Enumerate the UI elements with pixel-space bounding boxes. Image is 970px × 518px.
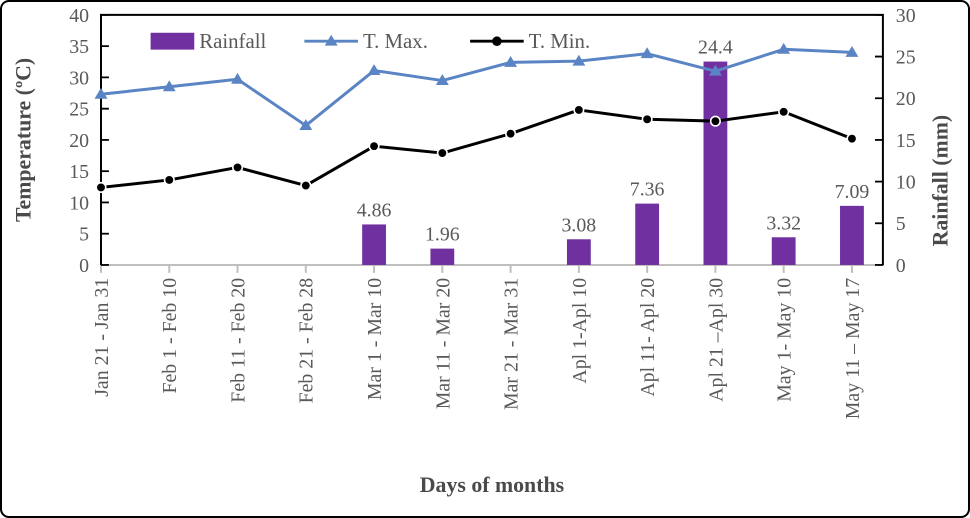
x-axis-label: May 11 – May 17 bbox=[842, 278, 864, 419]
x-axis-label: Mar 21 - Mar 31 bbox=[501, 278, 523, 410]
x-axis-label: Apl 21 –Apl 30 bbox=[705, 278, 727, 402]
x-axis-label: May 1- May 10 bbox=[774, 278, 796, 402]
bar-value-label: 24.4 bbox=[698, 37, 733, 59]
t-max-marker bbox=[572, 54, 586, 66]
left-axis-tick-label: 40 bbox=[69, 5, 89, 27]
t-max-marker bbox=[94, 87, 108, 99]
left-axis-tick-label: 0 bbox=[79, 255, 89, 277]
t-minline bbox=[100, 108, 853, 189]
right-axis-tick-label: 15 bbox=[896, 130, 916, 152]
t-max-marker bbox=[845, 45, 859, 57]
t-min-marker bbox=[300, 180, 312, 192]
x-axis-title: Days of months bbox=[420, 473, 564, 497]
x-axis-label: Apl 1-Apl 10 bbox=[569, 278, 591, 384]
t-max-marker bbox=[231, 72, 244, 84]
left-axis-tick-label: 10 bbox=[69, 192, 89, 214]
t-min-marker bbox=[95, 181, 107, 193]
t-max-marker bbox=[435, 74, 449, 86]
x-axis-label: Mar 1 - Mar 10 bbox=[364, 278, 386, 400]
left-axis-title: Temperature (ºC) bbox=[12, 58, 36, 222]
t-min-marker bbox=[641, 113, 653, 125]
t-max-marker bbox=[708, 64, 722, 76]
x-axis-label: Feb 21 - Feb 28 bbox=[296, 278, 318, 404]
left-axis-tick-label: 20 bbox=[69, 130, 89, 152]
t-min-marker bbox=[709, 115, 721, 127]
legend-rainfall-label: Rainfall bbox=[199, 29, 266, 53]
bar-value-label: 1.96 bbox=[425, 224, 460, 246]
rainfall-bar bbox=[840, 205, 864, 265]
rainfall-bar bbox=[566, 239, 591, 265]
legend-rainfall-swatch bbox=[150, 32, 195, 50]
left-axis-tick-label: 5 bbox=[79, 224, 89, 246]
t-max-marker bbox=[777, 42, 791, 54]
legend-t-max-label: T. Max. bbox=[363, 29, 428, 53]
t-max-marker bbox=[162, 80, 176, 92]
t-max-marker bbox=[504, 55, 518, 67]
right-axis-tick-label: 30 bbox=[896, 5, 916, 27]
t-min-marker bbox=[505, 128, 517, 140]
right-axis-tick-label: 20 bbox=[896, 88, 916, 110]
t-min-marker bbox=[573, 104, 585, 116]
bar-value-label: 7.09 bbox=[835, 181, 870, 203]
t-max-marker bbox=[367, 64, 381, 76]
x-axis-label: Feb 1 - Feb 10 bbox=[159, 278, 181, 394]
rainfall-bar bbox=[635, 203, 660, 265]
t-min-marker bbox=[436, 147, 448, 159]
t-min-marker bbox=[231, 161, 244, 173]
right-axis-tick-label: 5 bbox=[896, 213, 906, 235]
right-axis-tick-label: 0 bbox=[896, 255, 906, 277]
t-max-marker bbox=[299, 119, 313, 131]
bar-value-label: 7.36 bbox=[630, 179, 665, 201]
t-max-marker bbox=[640, 47, 654, 59]
t-min-marker bbox=[368, 140, 380, 152]
left-axis-tick-label: 30 bbox=[69, 67, 89, 89]
rainfall-bar bbox=[703, 61, 728, 265]
left-axis-tick-label: 35 bbox=[69, 36, 89, 58]
x-axis-label: Jan 21 - Jan 31 bbox=[91, 278, 113, 397]
t-min-marker bbox=[163, 174, 175, 186]
x-axis-label: Apl 11- Apl 20 bbox=[637, 278, 659, 397]
legend-t-min-label: T. Min. bbox=[529, 29, 591, 53]
bar-value-label: 4.86 bbox=[357, 200, 392, 222]
legend-t-max-marker bbox=[324, 34, 338, 46]
right-axis-tick-label: 25 bbox=[896, 47, 916, 69]
right-axis-tick-label: 10 bbox=[896, 172, 916, 194]
rainfall-bar bbox=[362, 224, 386, 265]
bar-value-label: 3.08 bbox=[562, 214, 597, 236]
right-axis-title: Rainfall (mm) bbox=[928, 115, 952, 247]
t-min-marker bbox=[846, 133, 858, 145]
x-axis-label: Mar 11 - Mar 20 bbox=[432, 278, 454, 410]
rainfall-bar bbox=[430, 248, 455, 265]
left-axis-tick-label: 15 bbox=[69, 161, 89, 183]
x-axis-label: Feb 11 - Feb 20 bbox=[227, 278, 249, 403]
left-axis-tick-label: 25 bbox=[69, 99, 89, 121]
legend-t-min-marker bbox=[492, 36, 502, 46]
t-min-marker bbox=[778, 106, 790, 118]
bar-value-label: 3.32 bbox=[766, 212, 801, 234]
rainfall-bar bbox=[771, 237, 796, 265]
t-maxline bbox=[100, 47, 853, 128]
